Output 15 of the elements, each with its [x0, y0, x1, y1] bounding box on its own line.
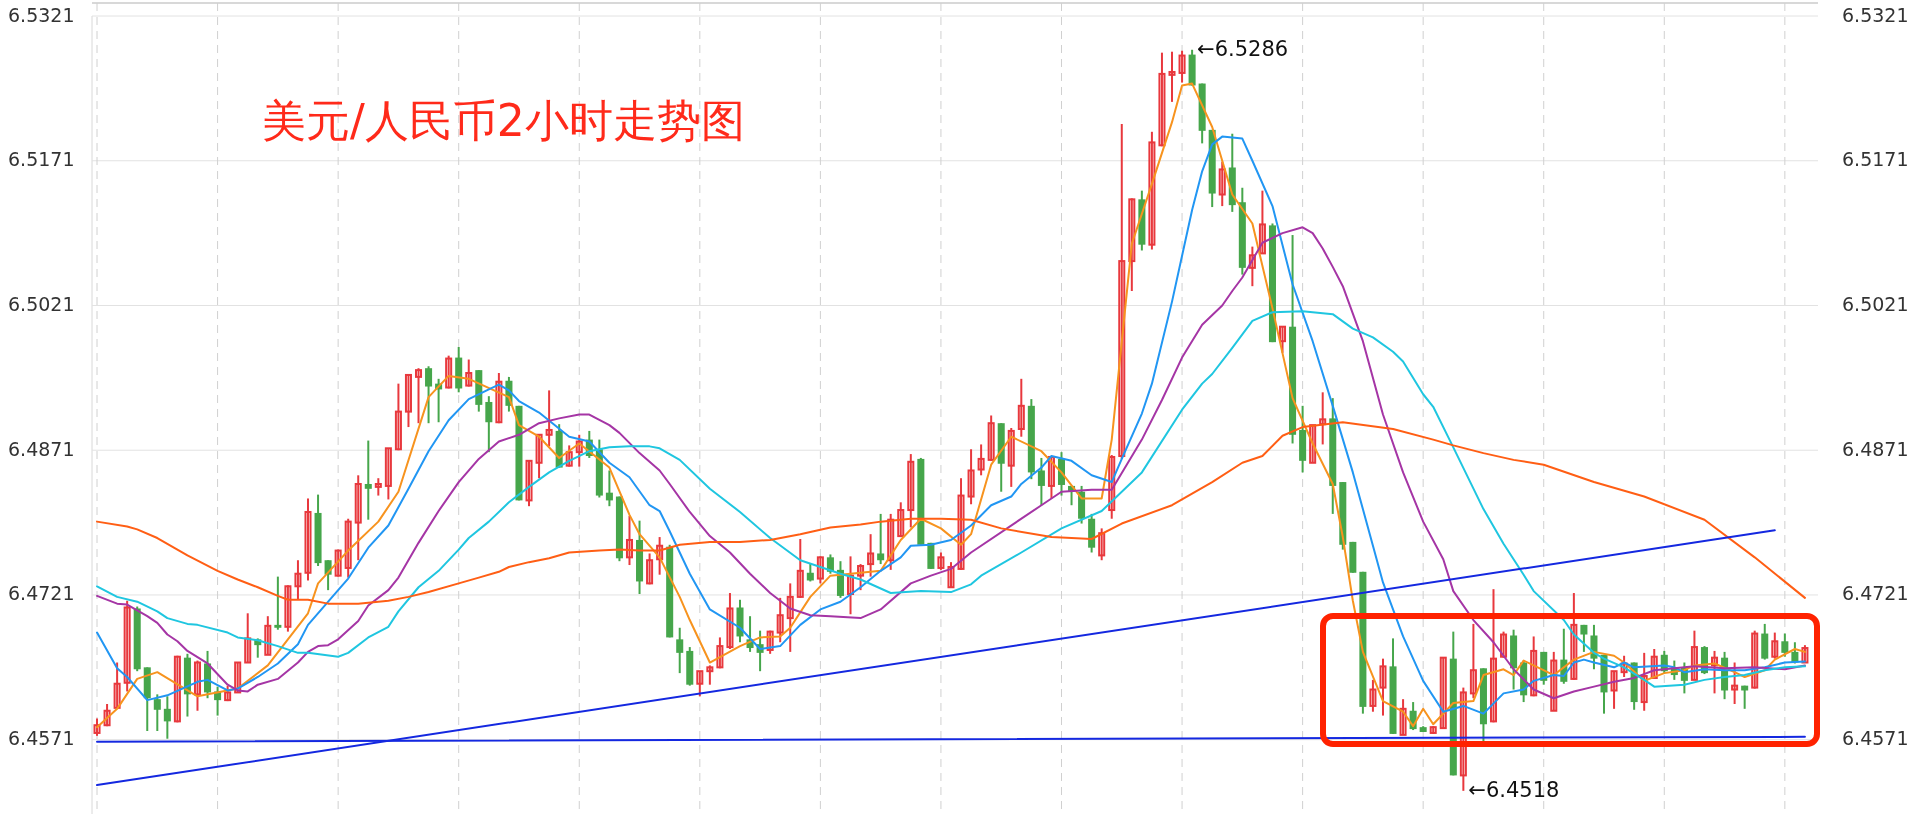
- y2-tick-label: 6.4571: [1842, 727, 1909, 750]
- annotation: ←6.4518: [1468, 777, 1560, 802]
- annotation: ←6.5286: [1197, 36, 1289, 61]
- y-tick-label: 6.4571: [8, 727, 75, 750]
- y2-tick-label: 6.4871: [1842, 437, 1909, 460]
- y2-tick-label: 6.5171: [1842, 148, 1909, 171]
- text: 美元/人民币2小时走势图: [262, 95, 745, 146]
- y-tick-label: 6.4871: [8, 437, 75, 460]
- y-tick-label: 6.5321: [8, 3, 75, 26]
- y-tick-label: 6.4721: [8, 582, 75, 605]
- y2-tick-label: 6.5321: [1842, 3, 1909, 26]
- y-tick-label: 6.5021: [8, 292, 75, 315]
- y-tick-label: 6.5171: [8, 148, 75, 171]
- y2-tick-label: 6.5021: [1842, 292, 1909, 315]
- y2-tick-label: 6.4721: [1842, 582, 1909, 605]
